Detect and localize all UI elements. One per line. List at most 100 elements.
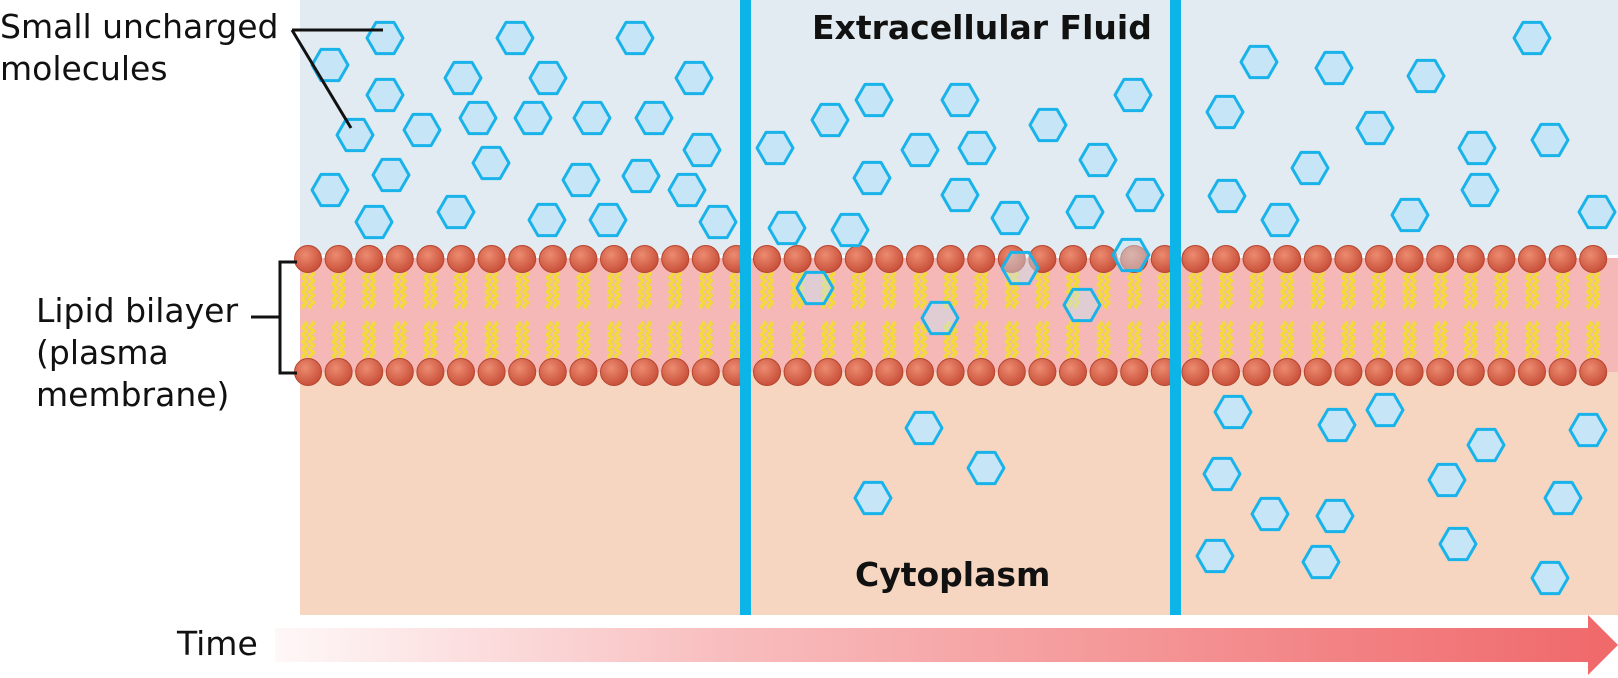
lipid-tail <box>1134 320 1142 360</box>
lipid-tail <box>668 270 676 310</box>
extracellular-molecule <box>615 20 655 56</box>
membrane-molecule <box>1062 287 1102 323</box>
lipid-tail <box>399 320 407 360</box>
lipid-head-inner <box>1456 358 1485 386</box>
lipid-tail <box>1256 320 1264 360</box>
lipid-tail <box>943 320 951 360</box>
lipid-tail <box>484 270 492 310</box>
lipid-tail <box>331 270 339 310</box>
lipid-tail <box>1341 270 1349 310</box>
lipid-head-inner <box>508 358 537 386</box>
lipid-tail <box>790 270 798 310</box>
extracellular-molecule <box>310 47 350 83</box>
lipid-head-outer <box>1395 245 1424 273</box>
extracellular-molecule <box>365 20 405 56</box>
lipid-tail <box>1317 320 1325 360</box>
extracellular-molecule <box>674 60 714 96</box>
lipid-head-outer <box>1426 245 1455 273</box>
extracellular-molecule <box>443 60 483 96</box>
lipid-tail <box>1402 320 1410 360</box>
cytoplasm-molecule <box>1202 456 1242 492</box>
extracellular-molecule <box>528 60 568 96</box>
cytoplasm-molecule <box>1250 496 1290 532</box>
lipid-tail <box>858 320 866 360</box>
lipid-tail <box>1494 270 1502 310</box>
bilayer-bracket <box>251 260 297 375</box>
lipid-head-outer <box>447 245 475 273</box>
lipid-head-outer <box>1181 245 1210 273</box>
lipid-heads <box>294 245 1608 386</box>
lipid-tail <box>583 320 591 360</box>
lipid-tail <box>1035 320 1043 360</box>
lipid-tail <box>1287 270 1295 310</box>
lipid-head-inner <box>1518 358 1546 386</box>
lipid-head-outer <box>1303 245 1332 273</box>
lipid-tail <box>1555 270 1563 310</box>
lipid-head-outer <box>753 245 781 273</box>
lipid-tail <box>1127 270 1135 310</box>
extracellular-molecule <box>900 132 940 168</box>
lipid-head-inner <box>814 358 843 386</box>
lipid-head-inner <box>630 358 659 386</box>
lipid-tail <box>460 320 469 360</box>
lipid-head-outer <box>1242 245 1271 273</box>
extracellular-molecule <box>572 100 612 136</box>
lipid-tail <box>644 320 652 360</box>
extracellular-molecule <box>1078 142 1118 178</box>
lipid-tail <box>1011 270 1019 310</box>
lipid-head-inner <box>1089 358 1118 386</box>
cytoplasm-molecule <box>1530 560 1570 596</box>
lipid-tail <box>430 320 438 360</box>
lipid-tail <box>1378 320 1387 360</box>
lipid-head-inner <box>477 358 506 386</box>
lipid-tail <box>1103 270 1111 310</box>
extracellular-molecule <box>1530 122 1570 158</box>
lipid-head-outer <box>691 245 720 273</box>
extracellular-molecule <box>1207 178 1247 214</box>
molecule-label-leaders <box>290 28 383 129</box>
extracellular-molecule <box>471 145 511 181</box>
lipid-tail <box>698 270 706 310</box>
lipid-tail <box>1593 270 1601 310</box>
lipid-tail <box>759 320 768 360</box>
lipid-head-outer <box>967 245 996 273</box>
cytoplasm-title: Cytoplasm <box>855 555 1051 594</box>
lipid-head-outer <box>569 245 598 273</box>
lipid-tail <box>1562 320 1570 360</box>
lipid-tail <box>545 270 553 310</box>
lipid-tail <box>583 270 591 310</box>
lipid-head-inner <box>1365 358 1393 386</box>
lipid-head-inner <box>1212 358 1240 386</box>
lipid-tail <box>1065 270 1074 310</box>
cytoplasm-molecule <box>1438 526 1478 562</box>
lipid-head-inner <box>1334 358 1363 386</box>
cytoplasm-molecule <box>966 450 1006 486</box>
lipid-head-outer <box>1579 245 1608 273</box>
lipid-tail <box>362 320 370 360</box>
lipid-tail <box>1531 320 1540 360</box>
lipid-tail <box>552 270 560 310</box>
lipid-tail <box>515 270 523 310</box>
extracellular-molecule <box>957 130 997 166</box>
lipid-tail <box>919 270 928 310</box>
lipid-tail <box>766 270 775 310</box>
lipid-tail <box>1096 320 1104 360</box>
lipid-tail <box>797 320 805 360</box>
lipid-tail <box>882 320 890 360</box>
lipid-tail <box>491 270 499 310</box>
lipid-tail <box>889 270 897 310</box>
lipid-head-inner <box>906 358 934 386</box>
extracellular-molecule <box>1457 130 1497 166</box>
membrane-molecule <box>1111 237 1151 273</box>
extracellular-molecule <box>667 172 707 208</box>
lipid-tail <box>307 270 316 310</box>
lipid-tail <box>797 270 805 310</box>
lipid-tail <box>1562 270 1570 310</box>
time-label: Time <box>177 624 258 663</box>
extracellular-molecule <box>1577 194 1617 230</box>
extracellular-molecule <box>1205 94 1245 130</box>
extracellular-molecule <box>371 157 411 193</box>
extracellular-molecule <box>1125 177 1165 213</box>
extracellular-molecule <box>1239 44 1279 80</box>
membrane-molecule <box>795 270 835 306</box>
